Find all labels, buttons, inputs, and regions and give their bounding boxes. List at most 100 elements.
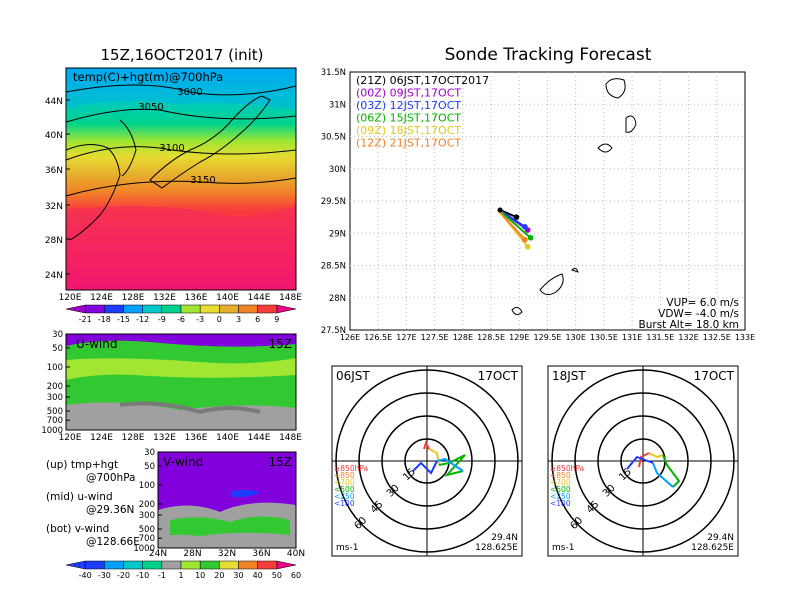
lon-tick-label: 148E [279,433,302,443]
u-wind-time: 15Z [269,337,293,351]
lon-tick-label: 132.5E [703,333,731,342]
lon-tick-label: 140E [216,293,239,303]
colorbar-swatch [142,304,163,314]
lon-tick-label: 131E [622,333,642,342]
note-bot-2: @128.66E [86,536,140,548]
hodograph-trace [648,452,664,459]
u-wind-label: U-wind [76,337,117,351]
lon-tick-label: 120E [59,293,82,303]
lon-tick-label: 144E [248,433,271,443]
level-legend: <100 [334,499,355,508]
lon-tick-label: 127E [396,333,416,342]
lon-tick-label: 128E [122,293,145,303]
track-map-grid [350,72,745,330]
track-endpoint [522,224,528,230]
lon-tick-label: 127.5E [421,333,449,342]
lat-tick-label: 24N [45,271,63,281]
wind-colorbar: -40 -30 -20 -10 -1 1 10 20 30 40 50 60 [65,560,301,580]
lat-tick-label: 27.5N [321,326,346,336]
hodograph-unit: ms-1 [336,543,358,553]
lon-tick-label: 131.5E [646,333,674,342]
pressure-tick-label: 500 [47,407,63,417]
level-legend: <250 [334,492,355,501]
islet [571,267,579,273]
track-endpoint [522,236,528,243]
lon-tick-label: 140E [216,433,239,443]
lon-tick-label: 136E [185,433,208,443]
level-legend: <500 [550,485,571,494]
hodograph-time: 06JST [336,369,370,383]
pressure-tick-label: 700 [47,416,63,426]
hodograph-trace [662,454,681,488]
colorbar-swatch [161,560,182,570]
hodograph-trace [412,460,438,475]
colorbar-swatch [180,304,201,314]
colorbar-swatch [84,560,105,570]
lat-tick-label: 24N [149,549,167,559]
colorbar-tick: -40 [79,571,92,580]
lat-tick-label: 30N [329,165,346,175]
korea-coastline [119,119,137,177]
burst-alt-text: Burst Alt= 18.0 km [639,319,739,331]
legend-entry: (21Z) 06JST,17OCT2017 [356,74,489,87]
lat-tick-label: 31.5N [321,68,346,78]
colorbar-swatch [104,560,124,570]
colorbar-tick: 50 [272,571,282,580]
colorbar-swatch [123,560,143,570]
track-legend: (21Z) 06JST,17OCT2017(00Z) 09JST,17OCT(0… [356,74,489,150]
contour-label-3100: 3100 [159,143,184,154]
legend-entry: (03Z) 12JST,17OCT [356,99,461,112]
lon-tick-label: 132E [678,333,698,342]
colorbar-tick: -30 [98,571,111,580]
level-legend: <850 [550,471,571,480]
lon-tick-label: 132E [153,293,176,303]
track-map-panel [349,71,746,331]
temp-colorbar: -21 -18 -15 -12 -9 -6 -3 0 3 6 9 [65,304,297,324]
pressure-tick-label: 1000 [41,426,63,436]
lat-tick-label: 40N [287,549,305,559]
v-wind-time: 15Z [269,455,293,469]
track-line [497,209,526,241]
japan-coastline [149,95,271,189]
colorbar-tick: -3 [196,315,204,324]
lon-tick-label: 124E [90,293,113,303]
colorbar-tick: 6 [255,315,260,324]
temp-map-lat-ticks: 44N 40N 36N 32N 28N 24N [45,97,70,281]
island-north [605,78,626,99]
legend-notes: (up) tmp+hgt @700hPa (mid) u-wind @29.36… [46,459,140,548]
temp-map-lon-ticks: 120E 124E 128E 132E 136E 140E 144E 148E [59,293,303,303]
lon-tick-label: 130.5E [590,333,618,342]
legend-entry: (12Z) 21JST,17OCT [356,137,461,150]
lon-tick-label: 126.5E [364,333,392,342]
colorbar-swatch [180,560,201,570]
colorbar-tick: 40 [253,571,263,580]
level-legend: <700 [334,478,355,487]
track-lon-ticks: 126E 126.5E 127E 127.5E 128E 128.5E 129E 129.5E… [340,333,755,342]
lat-tick-label: 32N [218,549,236,559]
colorbar-swatch [199,560,220,570]
v-wind-green-region [170,516,290,536]
colorbar-tick: -1 [158,571,166,580]
contour-3000 [65,84,297,96]
colorbar-tick: -12 [136,315,149,324]
v-wind-panel: V-wind 15Z [157,451,297,549]
pressure-tick-label: 200 [47,382,63,392]
track-line [498,209,532,239]
china-coastline [65,144,121,241]
level-legend: ≥850hPa [334,464,368,473]
colorbar-swatch [84,304,105,314]
hodograph-date: 17OCT [694,369,735,383]
colorbar-tick: -18 [98,315,111,324]
pressure-tick-label: 1000 [133,544,155,554]
pressure-tick-label: 30 [52,330,63,340]
contour-label-3000: 3000 [177,87,202,98]
pressure-tick-label: 50 [144,462,155,472]
lat-tick-label: 29N [329,229,346,239]
colorbar-tick: 30 [233,571,243,580]
pressure-tick-label: 100 [139,481,155,491]
hodograph-lat: 29.4N [491,533,518,543]
colorbar-swatch [199,304,220,314]
